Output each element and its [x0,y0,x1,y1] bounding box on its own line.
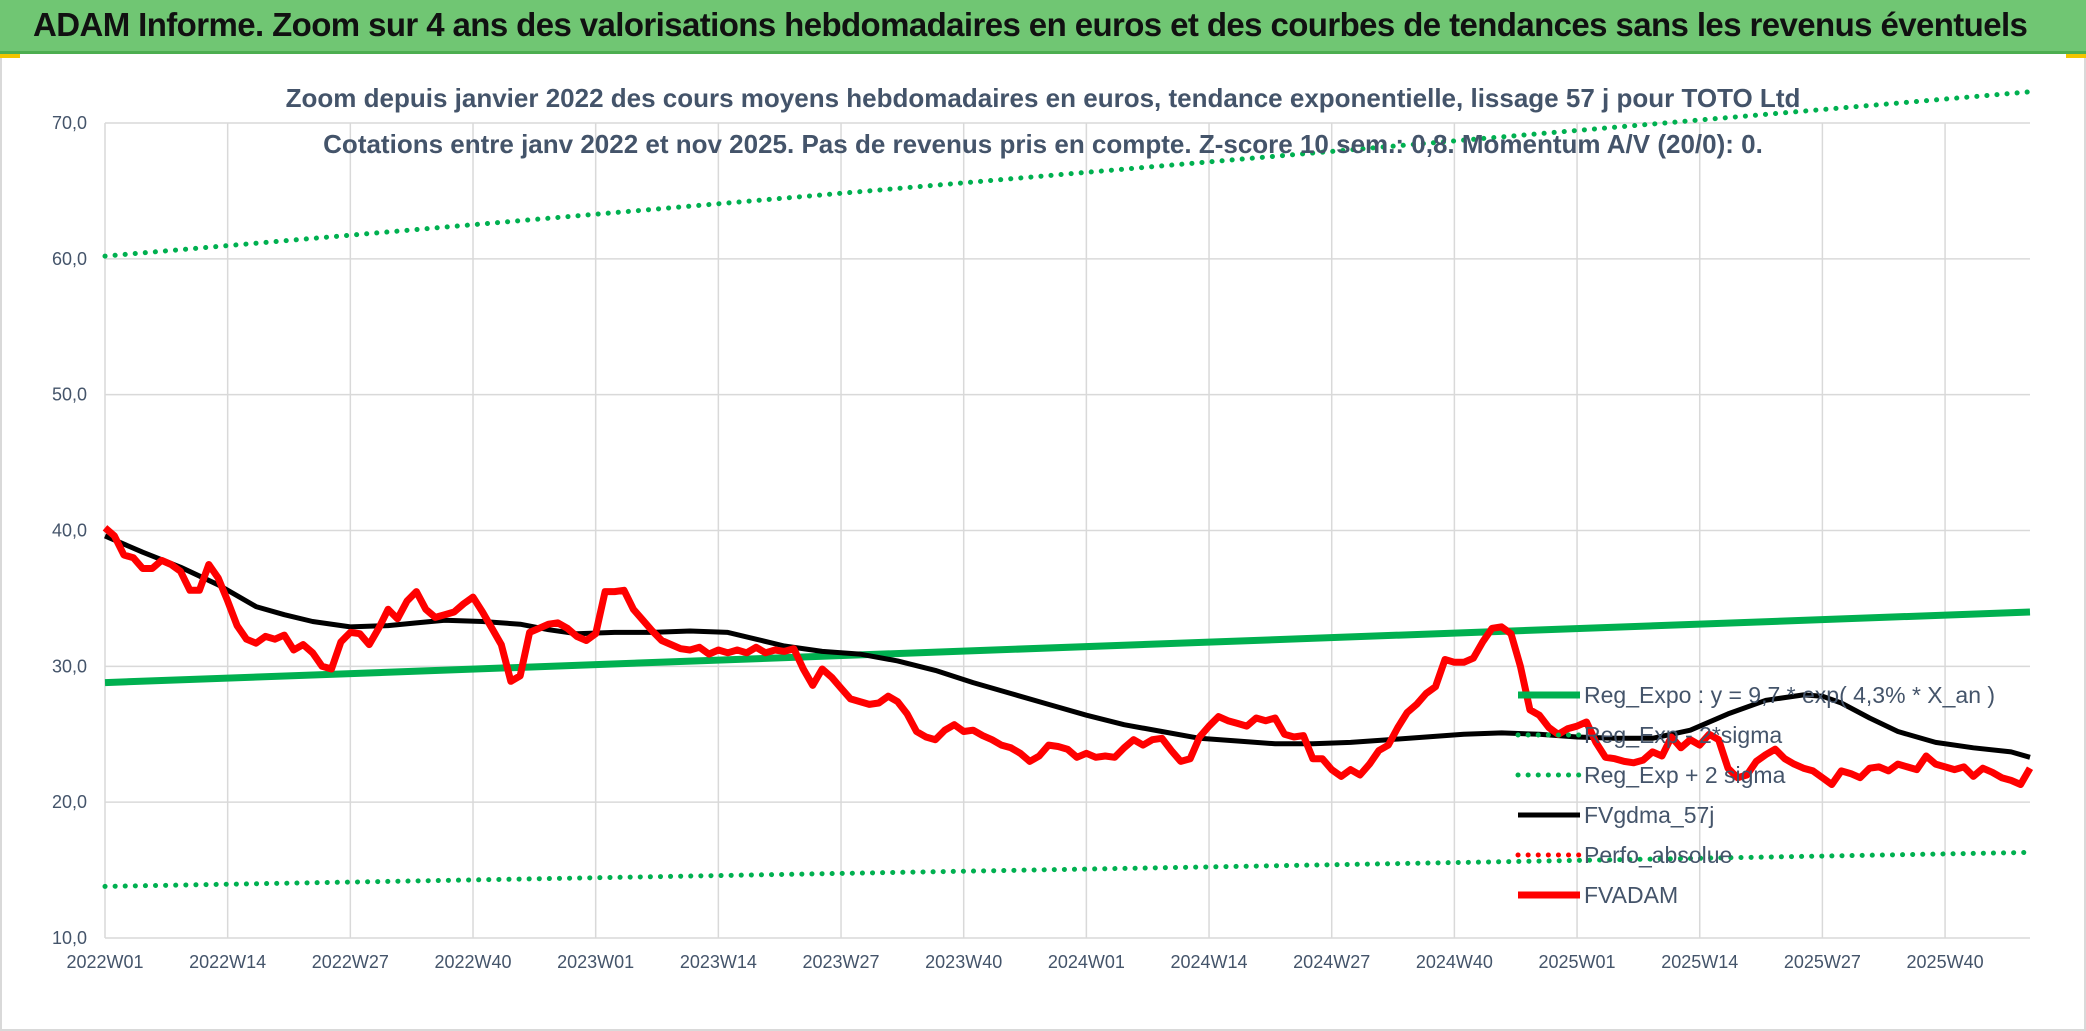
y-tick-label: 70,0 [52,113,87,133]
x-tick-label: 2024W27 [1293,952,1370,972]
legend-label-reg_expo: Reg_Expo : y = 9,7 * exp( 4,3% * X_an ) [1584,682,1995,708]
chart-title: Zoom depuis janvier 2022 des cours moyen… [286,83,1801,113]
legend: Reg_Expo : y = 9,7 * exp( 4,3% * X_an ) R… [1515,682,1995,908]
grid [104,122,2030,939]
series-line-fvadam [102,525,2034,788]
chart-subtitle: Cotations entre janv 2022 et nov 2025. P… [323,129,1763,159]
x-tick-label: 2024W40 [1416,952,1493,972]
x-tick-label: 2025W40 [1907,952,1984,972]
x-tick-label: 2024W14 [1171,952,1248,972]
x-tick-label: 2023W40 [925,952,1002,972]
x-tick-label: 2022W27 [312,952,389,972]
y-tick-label: 20,0 [52,792,87,812]
y-tick-label: 40,0 [52,521,87,541]
y-tick-label: 50,0 [52,385,87,405]
report-header: ADAM Informe. Zoom sur 4 ans des valoris… [0,0,2086,54]
x-tick-label: 2023W27 [802,952,879,972]
x-tick-label: 2023W01 [557,952,634,972]
legend-label-perfo: Perfo_absolue [1584,842,1732,868]
x-tick-label: 2022W40 [434,952,511,972]
series-layer [102,89,2034,889]
header-accent-right [2066,54,2086,58]
series-line-reg_plus [102,89,2033,259]
x-tick-label: 2023W14 [680,952,757,972]
x-tick-label: 2022W01 [66,952,143,972]
x-tick-label: 2022W14 [189,952,266,972]
chart-titles: Zoom depuis janvier 2022 des cours moyen… [286,83,1801,159]
x-tick-label: 2025W01 [1539,952,1616,972]
legend-label-reg_minus: Reg_Exp - 2*sigma [1584,722,1782,748]
report-title: ADAM Informe. Zoom sur 4 ans des valoris… [33,6,2028,43]
x-tick-label: 2025W14 [1661,952,1738,972]
legend-label-reg_plus: Reg_Exp + 2 sigma [1584,762,1786,788]
series-line-reg_expo [104,608,2031,687]
x-tick-label: 2025W27 [1784,952,1861,972]
axis-ticks: 10,0 20,0 30,0 40,0 50,0 60,0 70,0 2022W01 2022W… [52,113,1984,972]
legend-label-fvadam: FVADAM [1584,882,1678,908]
header-accent-left [0,54,20,58]
y-tick-label: 60,0 [52,249,87,269]
series-line-reg_minus [102,849,2033,889]
y-tick-label: 10,0 [52,928,87,948]
y-tick-label: 30,0 [52,656,87,676]
x-tick-label: 2024W01 [1048,952,1125,972]
legend-label-fvgdma: FVgdma_57j [1584,802,1714,828]
series-line-fvgdma [104,533,2031,760]
